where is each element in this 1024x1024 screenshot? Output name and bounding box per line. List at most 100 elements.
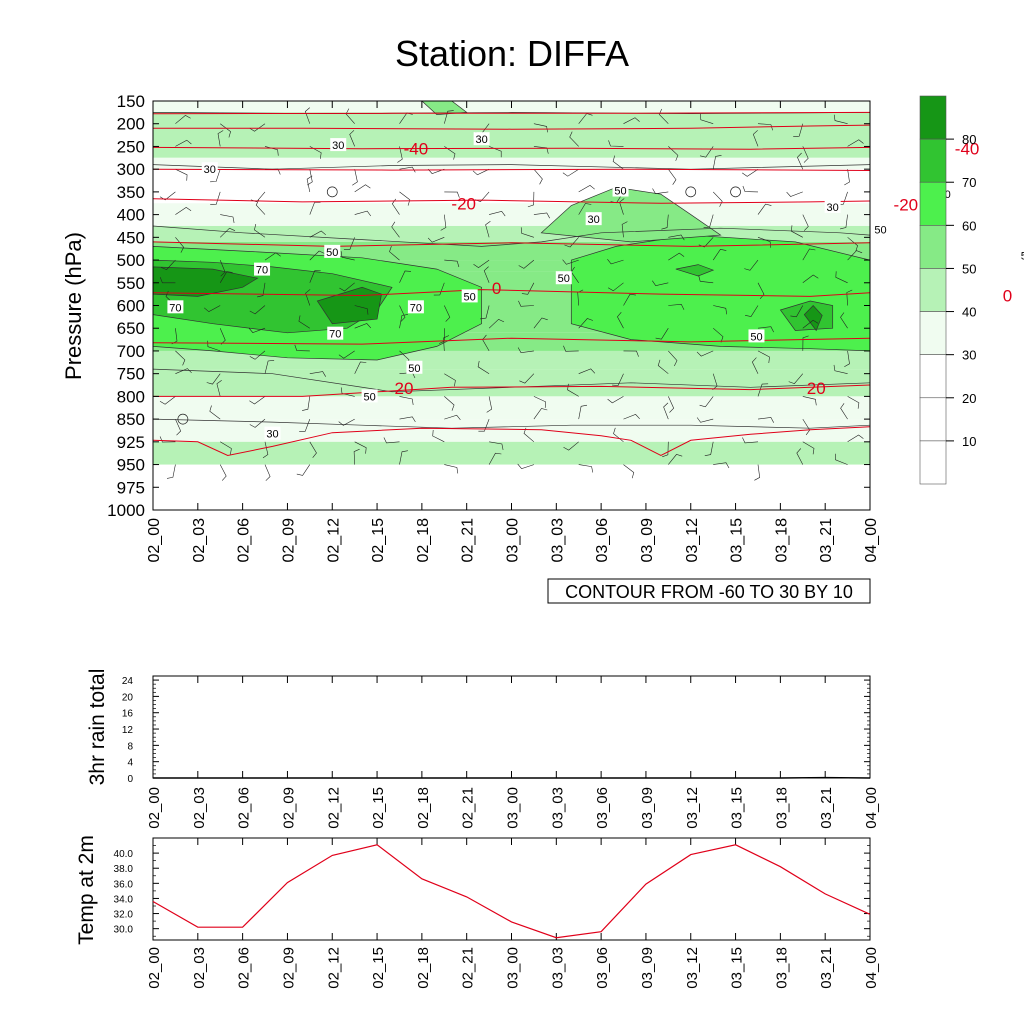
y-tick-label: 650 [117,319,145,338]
contour-fill-band [153,396,870,420]
y-tick-label: 400 [117,206,145,225]
wind-barb [480,305,490,320]
wind-barb [802,146,809,163]
y-tick-label: 550 [117,274,145,293]
wind-barb [790,225,803,238]
wind-barb [264,146,279,156]
wind-barb [563,345,579,352]
colorbar-swatch [919,440,947,485]
wind-barb [444,305,451,322]
wind-barb [444,191,460,198]
x-tick-label: 03_03 [549,787,566,829]
wind-barb [305,289,311,306]
wind-barb [175,168,188,181]
wind-barb [299,418,311,432]
rh-label-bg [473,132,490,146]
wind-barb [663,402,669,420]
rh-label-bg [612,183,629,197]
wind-barb [704,441,714,456]
x-tick-label: 02_03 [191,947,208,989]
annotation-box [547,578,871,604]
temp-y-axis-label: Temp at 2m [75,835,98,945]
wind-barb [802,335,809,351]
colorbar-swatch [919,225,947,269]
wind-barb [298,315,310,329]
wind-barb [797,152,804,170]
wind-barb [751,357,759,374]
wind-barb [383,437,400,444]
temp-plot-frame [152,837,871,941]
wind-barb [757,326,774,333]
wind-barb [713,305,727,315]
chart-title: Station: DIFFA [395,33,629,74]
rh-contour-label: 30 [588,214,600,226]
wind-barb [745,305,759,317]
wind-barb [349,130,355,147]
wind-barb [802,214,809,231]
wind-barb [354,305,369,315]
contour-fill-band [153,169,870,204]
rh-label-bg [327,326,344,340]
x-tick-label: 03_00 [505,518,522,563]
y-tick-label: 600 [117,297,145,316]
wind-barb [443,335,450,351]
wind-barb [440,214,447,231]
x-tick-label: 03_12 [684,518,701,563]
wind-barb [608,140,624,147]
contour-fill-band [153,419,870,442]
wind-barb [389,246,400,261]
temp-contour-label: 0 [492,279,501,298]
x-tick-label: 03_12 [684,787,701,829]
wind-barb [754,464,761,481]
x-tick-label: 02_03 [191,518,208,563]
wind-barb [652,280,669,287]
wind-barb [757,203,772,215]
rh-label-bg [1018,248,1024,262]
temp-contour-line [153,289,870,297]
temp-contour-line [153,124,870,130]
wind-barb [338,350,355,359]
x-tick-label: 04_00 [863,518,880,563]
wind-barb [742,185,759,193]
x-tick-label: 04_00 [863,787,880,829]
contour-fill-band [153,157,870,170]
x-tick-label: 03_15 [729,787,746,829]
wind-barb [840,403,848,420]
wind-barb [160,259,176,270]
moist-region [803,304,823,332]
rh-contour-label: 50 [750,331,762,343]
wind-barb [846,289,853,306]
y-tick-label: 150 [117,92,145,111]
x-tick-label: 02_06 [236,947,253,989]
wind-barb [569,131,579,147]
x-tick-label: 03_09 [639,947,656,989]
rain-y-tick-label: 24 [122,676,134,687]
x-tick-label: 03_03 [549,518,566,563]
wind-barb [304,107,311,124]
rain-y-tick-label: 16 [122,709,134,720]
wind-barb [519,373,535,384]
wind-barb [249,305,266,315]
y-tick-label: 850 [117,410,145,429]
contour-fill-band [153,441,870,465]
wind-barb [175,368,192,374]
wind-barb [391,221,400,238]
rh-label-bg [461,289,478,303]
wind-barb [668,234,685,241]
colorbar-swatch [919,354,947,399]
colorbar-label: 60 [962,218,976,233]
wind-barb [399,450,408,465]
contour-fill-band [153,203,870,226]
wind-barb [309,441,317,458]
rh-contour-line [153,418,870,429]
temp-contour-line [153,198,870,204]
wind-barb [835,271,848,284]
rh-contour-label: 30 [476,134,488,146]
y-tick-label: 700 [117,342,145,361]
wind-barb [264,464,271,481]
calm-wind-circle [685,186,697,198]
wind-barb [661,214,669,230]
wind-barb [210,169,221,183]
wind-barb [220,441,232,455]
wind-barb [309,270,321,283]
